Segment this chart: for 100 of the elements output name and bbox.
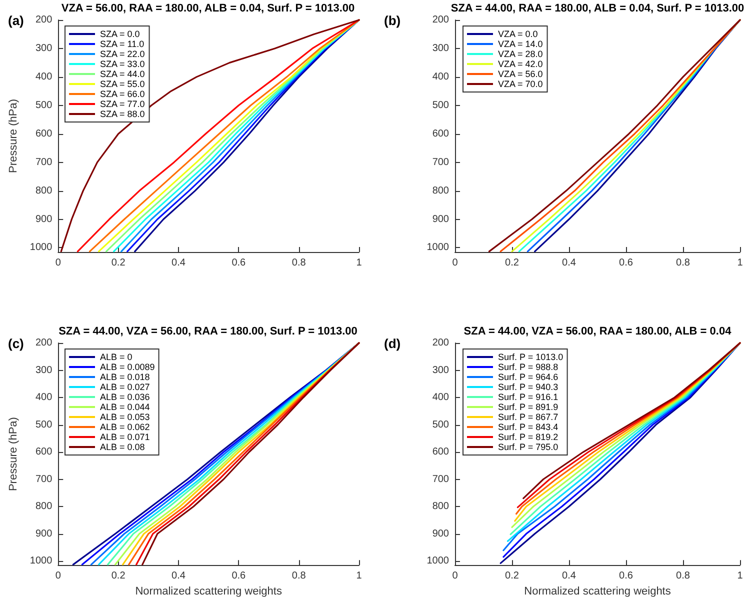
x-tick-label: 0.6 (619, 258, 634, 268)
x-tick-label: 0.4 (172, 258, 186, 268)
x-tick-label: 1 (737, 258, 744, 268)
x-tick-label: 0.6 (232, 258, 246, 268)
legend-label: Surf. P = 940.3 (498, 382, 558, 392)
legend-label: SZA = 11.0 (100, 39, 144, 49)
y-tick-label: 800 (35, 185, 53, 196)
legend-label: SZA = 55.0 (100, 79, 145, 89)
y-tick-label: 1000 (30, 242, 53, 254)
y-tick-label: 1000 (30, 556, 53, 567)
y-tick-label: 500 (35, 100, 53, 111)
legend-label: Surf. P = 964.6 (498, 372, 558, 382)
y-tick-label: 900 (35, 528, 53, 540)
x-tick-label: 0 (55, 258, 62, 268)
y-tick-label: 500 (432, 100, 450, 111)
y-tick-label: 500 (35, 419, 53, 430)
legend-label: ALB = 0.062 (100, 422, 150, 432)
chart-title: SZA = 44.00, RAA = 180.00, ALB = 0.04, Surf. P = 1013.00 (450, 2, 744, 14)
y-tick-label: 200 (35, 338, 53, 348)
legend-label: ALB = 0.053 (100, 412, 150, 422)
legend-label: SZA = 0.0 (100, 29, 140, 39)
legend-label: ALB = 0.027 (100, 382, 150, 392)
legend-label: SZA = 33.0 (100, 59, 145, 69)
y-tick-label: 200 (432, 14, 450, 26)
x-tick-label: 0.2 (111, 258, 126, 268)
y-tick-label: 200 (432, 338, 450, 348)
y-tick-label: 600 (432, 128, 450, 140)
y-tick-label: 700 (35, 474, 53, 485)
y-tick-label: 700 (35, 156, 53, 168)
legend-label: ALB = 0.0089 (100, 362, 155, 372)
legend-label: ALB = 0 (100, 352, 132, 362)
legend-label: VZA = 42.0 (498, 59, 543, 69)
y-tick-label: 500 (432, 419, 450, 430)
x-tick-label: 0 (452, 570, 458, 582)
y-tick-label: 800 (432, 501, 450, 512)
y-tick-label: 900 (35, 214, 53, 225)
text: (a) (8, 13, 24, 28)
legend-label: VZA = 0.0 (498, 29, 538, 39)
y-tick-label: 700 (432, 156, 450, 168)
y-tick-label: 300 (35, 364, 53, 376)
x-tick-label: 0.8 (676, 258, 690, 268)
chart-title: SZA = 44.00, VZA = 56.00, RAA = 180.00, ALB = 0.04 (464, 326, 732, 338)
x-tick-label: 0.8 (292, 258, 306, 268)
x-tick-label: 0.8 (676, 570, 690, 582)
legend-label: Surf. P = 843.4 (498, 422, 558, 432)
y-tick-label: 400 (432, 71, 450, 82)
x-tick-label: 0.2 (505, 258, 520, 268)
y-tick-label: 400 (35, 71, 53, 82)
legend-label: SZA = 88.0 (100, 109, 145, 119)
legend-label: ALB = 0.044 (100, 402, 150, 412)
y-tick-label: 900 (432, 214, 450, 225)
x-tick-label: 1 (356, 258, 362, 268)
y-axis-title: Pressure (hPa) (8, 99, 20, 173)
chart-title: VZA = 56.00, RAA = 180.00, ALB = 0.04, Surf. P = 1013.00 (61, 2, 355, 14)
legend-label: Surf. P = 819.2 (498, 432, 558, 442)
x-axis-title: Normalized scattering weights (524, 586, 672, 598)
x-tick-label: 0 (452, 258, 458, 268)
x-tick-label: 0.6 (232, 570, 246, 582)
chart-title: SZA = 44.00, VZA = 56.00, RAA = 180.00, Surf. P = 1013.00 (58, 326, 358, 338)
y-tick-label: 600 (35, 128, 53, 140)
x-tick-label: 0.2 (505, 570, 520, 582)
y-tick-label: 400 (35, 392, 53, 404)
x-axis-title: Normalized scattering weights (135, 586, 282, 598)
legend-label: ALB = 0.036 (100, 392, 150, 402)
legend-label: Surf. P = 1013.0 (498, 352, 564, 362)
x-tick-label: 0.4 (562, 258, 576, 268)
x-tick-label: 1 (737, 570, 744, 582)
text: (c) (8, 336, 24, 351)
text: (d) (384, 336, 401, 351)
legend-label: Surf. P = 867.7 (498, 412, 558, 422)
y-tick-label: 800 (35, 501, 53, 512)
legend-label: SZA = 66.0 (100, 89, 145, 99)
y-tick-label: 300 (432, 364, 450, 376)
y-tick-label: 1000 (426, 242, 450, 254)
legend-label: VZA = 14.0 (498, 39, 543, 49)
y-axis-title: Pressure (hPa) (8, 417, 20, 492)
x-tick-label: 0.8 (292, 570, 306, 582)
y-tick-label: 700 (432, 474, 450, 485)
y-tick-label: 400 (432, 392, 450, 404)
legend-label: Surf. P = 916.1 (498, 392, 558, 402)
x-tick-label: 0.4 (172, 570, 186, 582)
legend-label: Surf. P = 988.8 (498, 362, 558, 372)
legend-label: ALB = 0.08 (100, 442, 145, 452)
legend-label: SZA = 77.0 (100, 99, 145, 109)
text: (b) (384, 13, 401, 28)
legend-label: ALB = 0.071 (100, 432, 150, 442)
legend-label: ALB = 0.018 (100, 372, 150, 382)
legend-label: Surf. P = 795.0 (498, 442, 558, 452)
legend-label: Surf. P = 891.9 (498, 402, 558, 412)
legend-label: VZA = 70.0 (498, 79, 543, 89)
y-tick-label: 800 (432, 185, 450, 196)
legend-label: SZA = 44.0 (100, 69, 145, 79)
y-tick-label: 200 (35, 14, 53, 26)
legend-label: SZA = 22.0 (100, 49, 145, 59)
x-tick-label: 0.2 (111, 570, 126, 582)
y-tick-label: 1000 (426, 556, 450, 567)
x-tick-label: 1 (356, 570, 362, 582)
y-tick-label: 600 (432, 446, 450, 458)
y-tick-label: 300 (35, 42, 53, 54)
x-tick-label: 0.6 (619, 570, 634, 582)
